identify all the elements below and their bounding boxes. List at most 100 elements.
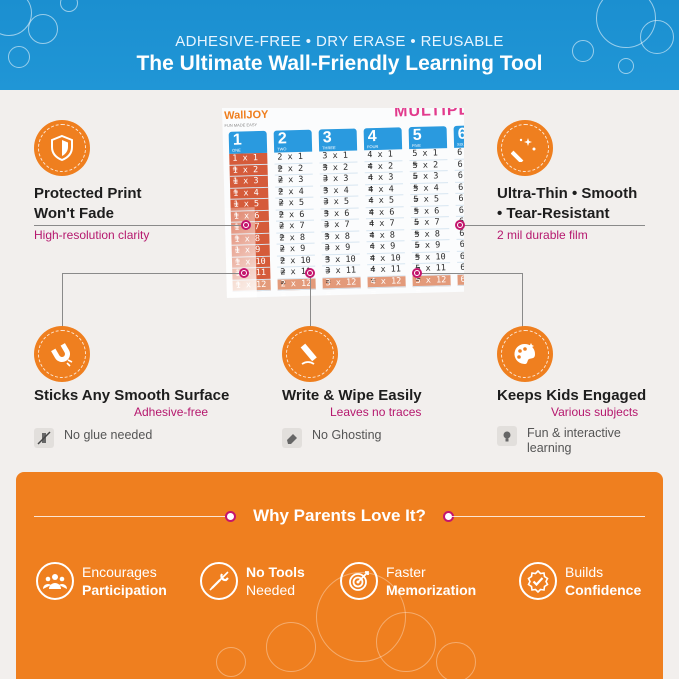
equation-row: 4 x 12 = [367,275,406,298]
equation-row: 2 x 1 = [274,151,313,174]
equation-row: 2 x 7 = [275,220,315,243]
brand-tagline: FUN MADE EASY [224,122,258,128]
equation-row: 4 x 7 = [365,218,405,240]
bubble-decoration [8,46,30,68]
why-title: Why Parents Love It? [253,506,426,525]
divider-line [34,516,230,517]
connector-dot [412,268,422,278]
write-wipe-title: Write & Wipe Easily [282,387,422,404]
connector-line [417,273,522,274]
chart-column: 3 THREE 3 x 1 = 3 x 2 = 3 x 3 = 3 x 4 = 3 x 5 … [318,128,361,298]
kids-engaged-note-text: Fun & interactive learning [527,426,621,456]
protected-print-title-1: Protected Print [34,185,142,202]
sticks-note: No glue needed [34,428,152,448]
connector-line [34,225,246,226]
column-word: ONE [232,147,241,153]
equation-row: 5 x 8 = [411,228,450,251]
sticks-surface-badge [34,326,90,382]
target-icon [340,562,378,600]
write-wipe-badge [282,326,338,382]
connector-line [522,273,523,328]
equation-row: 4 x 5 = [365,195,404,217]
bubble-decoration [640,20,674,54]
equation-row: 5 x 4 = [410,182,449,205]
equation-row: 6 x [454,158,464,171]
protected-print-title-2: Won't Fade [34,205,114,222]
benefit-line-1: Builds [565,564,604,580]
chart-column-header: 2 TWO [273,129,313,153]
equation-row: 1 x 3 = [229,175,269,198]
equation-row: 6 x [457,273,464,286]
bubble-decoration [60,0,78,12]
column-word: TWO [277,146,287,152]
benefit-confidence: Builds Confidence [519,562,641,600]
equation-row: 4 x 1 = [364,149,403,171]
ultra-thin-title-2: • Tear-Resistant [497,205,610,222]
equation-row: 5 x 9 = [411,240,450,262]
ultra-thin-subtitle: 2 mil durable film [497,228,588,242]
equation-row: 3 x 4 = [320,184,359,207]
equation-row: 2 x 4 = [275,186,314,208]
equation-row: 3 x 11 = [322,265,361,287]
ultra-thin-title-1: Ultra-Thin • Smooth [497,185,638,202]
equation-row: 6 x [455,181,464,194]
column-word: SIX [456,141,464,147]
column-word: FOUR [366,143,379,150]
connector-line [310,273,311,328]
equation-row: 2 x 5 = [275,197,314,220]
connector-dot [455,220,465,230]
chart-sheet: WallJOY FUN MADE EASY MULTIPL 1 ONE 1 x 1 … [222,108,464,298]
equation-row: 6 x [456,250,464,263]
column-word: THREE [322,145,336,151]
bubble-decoration [28,14,58,44]
protected-print-subtitle: High-resolution clarity [34,228,150,242]
write-wipe-subtitle: Leaves no traces [330,405,422,419]
note-line-1: Fun & interactive [527,426,621,440]
equation-row: 1 x 2 = [229,164,268,186]
equation-row: 1 x 4 = [230,187,269,209]
write-wipe-note-text: No Ghosting [312,428,382,442]
equation-row: 5 x 1 = [409,148,448,170]
equation-row: 3 x 1 = [319,150,358,172]
peel-corner [224,207,257,298]
no-glue-icon [34,428,54,448]
brand-logo: WallJOY [224,108,269,122]
equation-row: 2 x 3 = [274,174,314,197]
equation-row: 6 x [455,192,464,206]
kids-engaged-badge [497,326,553,382]
eraser-icon [282,428,302,448]
equation-row: 2 x 9 = [276,243,315,266]
divider-line [452,516,645,517]
chart-column-header: 1 ONE [228,130,268,154]
chart-column-header: 4 FOUR [363,127,403,151]
connector-dot [305,268,315,278]
multiplication-chart-preview: WallJOY FUN MADE EASY MULTIPL 1 ONE 1 x 1 … [222,108,464,298]
no-tools-icon [200,562,238,600]
equation-row: 4 x 9 = [366,241,405,263]
lightbulb-icon [497,426,517,446]
shield-icon [51,134,73,162]
equation-row: 4 x 2 = [364,160,403,183]
equation-row: 2 x 10 = [276,255,316,277]
benefit-line-1: No Tools [246,564,305,580]
benefit-line-2: Memorization [386,582,477,598]
equation-row: 6 x [454,146,464,160]
connector-dot [241,220,251,230]
kids-engaged-title: Keeps Kids Engaged [497,387,647,404]
equation-row: 3 x 3 = [319,173,359,195]
chart-column: 5 FIVE 5 x 1 = 5 x 2 = 5 x 3 = 5 x 4 = 5 x 5 =… [408,126,451,296]
header-title: The Ultimate Wall-Friendly Learning Tool [136,52,543,75]
palette-icon [514,343,536,365]
equation-row: 3 x 7 = [320,219,360,241]
kids-engaged-subtitle: Various subjects [551,405,639,419]
equation-row: 4 x 11 = [367,264,406,286]
connector-line [62,273,242,274]
equation-row: 4 x 8 = [366,229,405,252]
divider-dot [225,511,236,522]
ultra-thin-badge [497,120,553,176]
equation-row: 4 x 4 = [365,183,404,206]
chart-column-header: 6 SIX [453,124,464,148]
bubble-decoration [266,622,316,672]
benefit-line-1: Faster [386,564,426,580]
